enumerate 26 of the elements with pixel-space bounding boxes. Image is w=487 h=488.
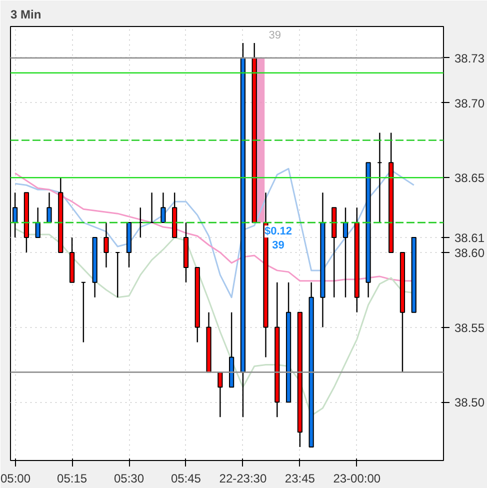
candlestick: [35, 206, 40, 238]
candlestick: [12, 192, 18, 238]
chart-title: 3 Min: [10, 8, 42, 22]
annotation: $0.12: [264, 226, 292, 238]
candlestick: [218, 372, 223, 418]
y-tick-label: 38.73: [454, 51, 485, 66]
y-tick-label: 38.55: [454, 320, 485, 335]
candlestick: [342, 206, 348, 298]
candlestick: [160, 192, 166, 224]
y-tick-label: 38.65: [454, 171, 485, 186]
annotation: 39: [272, 240, 284, 252]
x-tick-label: 05:45: [170, 472, 202, 486]
y-tick-label: 38.61: [454, 231, 485, 246]
line-series: [14, 168, 415, 298]
x-tick-label: 05:15: [57, 472, 88, 486]
x-tick-label: 05:30: [114, 472, 144, 486]
y-tick-label: 38.50: [454, 396, 485, 410]
y-tick-label: 38.70: [454, 96, 485, 110]
x-tick-label: 23-00:00: [333, 472, 381, 486]
x-tick-label: 05:00: [0, 472, 31, 486]
x-tick-label: 22-23:30: [219, 472, 267, 486]
candlestick: [46, 192, 52, 224]
annotation: 39: [268, 30, 281, 42]
candlestick: [104, 222, 109, 268]
y-tick-label: 38.60: [454, 246, 485, 260]
x-tick-label: 23:45: [284, 472, 316, 486]
